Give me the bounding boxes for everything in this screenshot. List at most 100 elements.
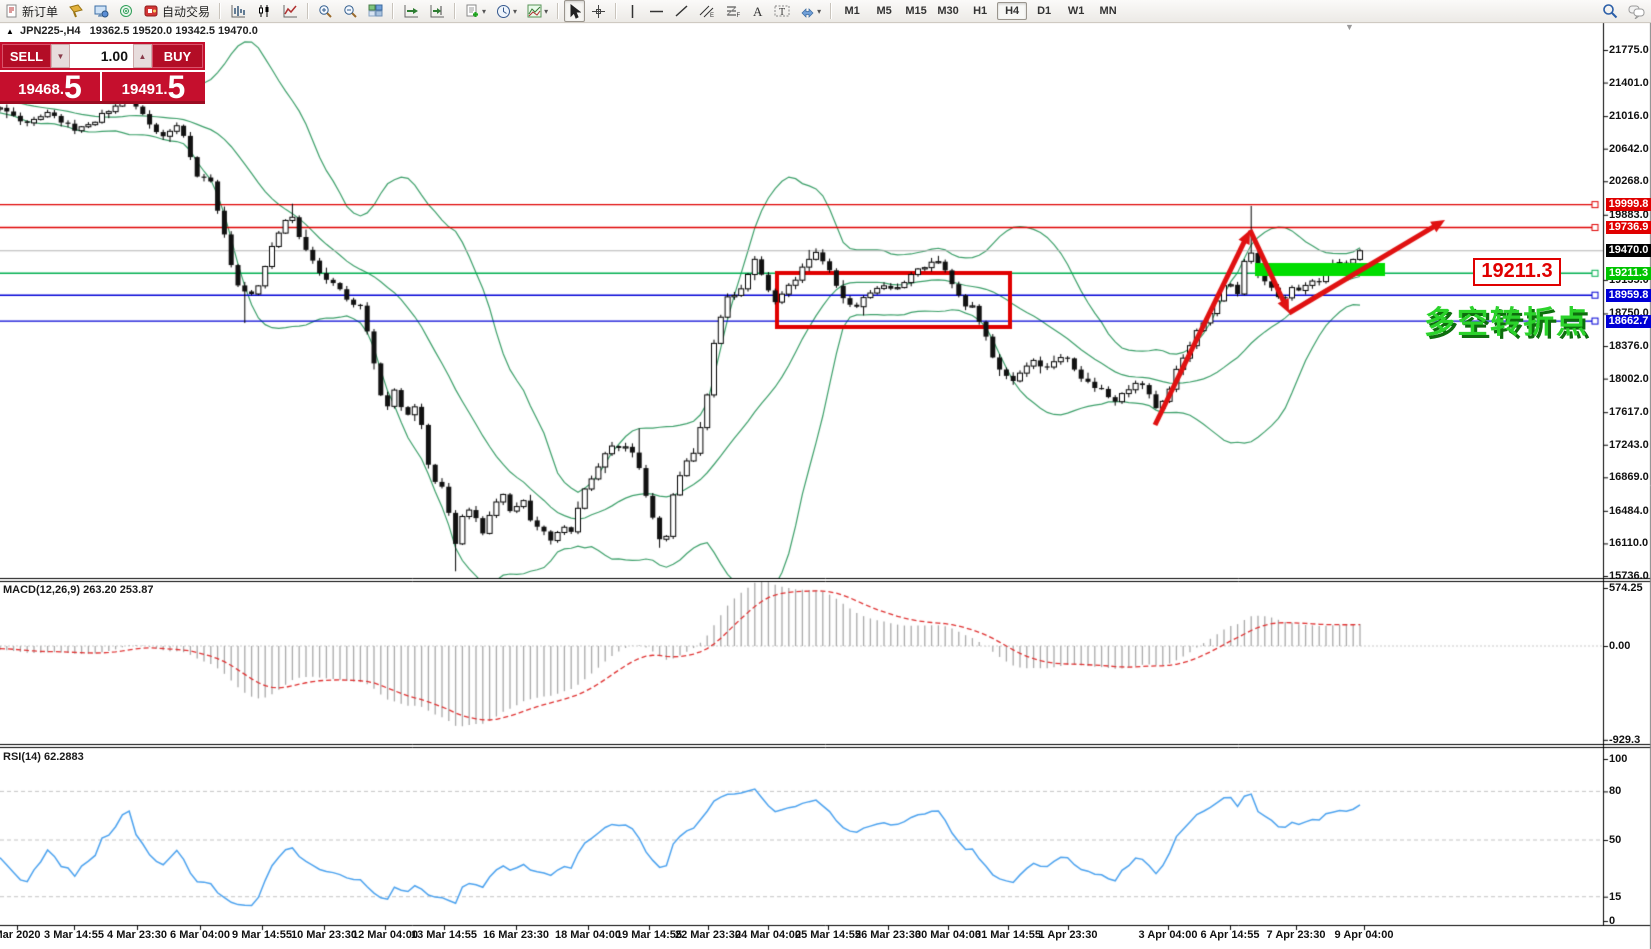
zoom-in-icon[interactable]: [314, 0, 337, 22]
rsi-scale-label: 0: [1609, 915, 1616, 927]
chat-icon[interactable]: [1624, 0, 1650, 22]
periods-button[interactable]: ▾: [492, 0, 521, 22]
price-callout-19211[interactable]: 19211.3: [1473, 258, 1561, 286]
sell-price-main: 19468.: [18, 81, 65, 98]
price-tick-label: 21775.0: [1609, 44, 1649, 56]
autotrade-button[interactable]: 自动交易: [140, 0, 214, 22]
price-tick-label: 18002.0: [1609, 372, 1649, 385]
svg-text:A: A: [753, 4, 763, 18]
trendline-tool[interactable]: [670, 0, 693, 22]
timeframe-m15[interactable]: M15: [905, 5, 927, 17]
funnel-icon[interactable]: [64, 0, 88, 22]
timeframe-h1[interactable]: H1: [973, 5, 988, 17]
buy-price[interactable]: 19491. 5: [102, 71, 205, 103]
time-tick-label: 26 Mar 23:30: [854, 929, 922, 941]
svg-text:F: F: [737, 13, 741, 18]
line-chart-icon[interactable]: [278, 0, 302, 22]
new-order-button[interactable]: 新订单: [1, 0, 62, 22]
toolbar-separator: [557, 3, 560, 19]
price-tick-label: 16110.0: [1609, 537, 1649, 550]
symbol-label: JPN225-,H4: [19, 25, 81, 37]
price-badge-19999.8: 19999.8: [1606, 198, 1651, 212]
macd-scale-label: -929.3: [1609, 733, 1641, 746]
time-tick-label: 9 Apr 04:00: [1334, 929, 1394, 941]
chart-shift-icon[interactable]: [425, 0, 449, 22]
timeframe-mn[interactable]: MN: [1099, 5, 1117, 17]
bar-chart-icon[interactable]: [226, 0, 250, 22]
sell-price-big-digit: 5: [64, 69, 82, 105]
chevron-down-icon[interactable]: ▼: [1345, 22, 1354, 32]
fibonacci-tool[interactable]: F: [721, 0, 745, 22]
toolbar-separator: [392, 3, 395, 19]
volume-decrease-button[interactable]: ▼: [51, 44, 70, 68]
annotation-text-cn[interactable]: 多空转折点: [1424, 305, 1589, 341]
volume-field[interactable]: 1.00: [70, 44, 133, 68]
rsi-label: RSI(14) 62.2883: [3, 751, 84, 763]
price-tick-label: 16869.0: [1609, 471, 1649, 484]
svg-text:E: E: [710, 13, 714, 18]
rsi-scale-label: 15: [1609, 890, 1622, 903]
collapse-panel-icon[interactable]: ▲: [6, 27, 14, 36]
timeframe-h4[interactable]: H4: [997, 2, 1028, 20]
equidistant-channel-tool[interactable]: E: [695, 0, 719, 22]
zoom-out-icon[interactable]: [339, 0, 362, 22]
price-badge-18959.8: 18959.8: [1606, 288, 1651, 302]
timeframe-m5[interactable]: M5: [876, 5, 892, 17]
sell-price[interactable]: 19468. 5: [0, 69, 100, 105]
macd-scale-label: 0.00: [1609, 640, 1631, 652]
toolbar-separator: [615, 3, 618, 19]
timeframe-d1[interactable]: D1: [1037, 5, 1052, 17]
price-tick-label: 17617.0: [1609, 406, 1649, 419]
templates-button[interactable]: ▾: [523, 0, 552, 22]
timeframe-m30[interactable]: M30: [937, 5, 959, 17]
time-tick-label: 10 Mar 23:30: [290, 929, 358, 941]
buy-price-main: 19491.: [121, 81, 168, 98]
price-badge-19470.0: 19470.0: [1606, 244, 1651, 258]
cursor-tool[interactable]: [564, 0, 586, 22]
toolbar-separator: [454, 3, 457, 19]
svg-text:T: T: [779, 7, 785, 18]
timeframe-w1[interactable]: W1: [1067, 5, 1085, 17]
chart-ohlc-header: ▲ JPN225-,H4 19362.5 19520.0 19342.5 194…: [6, 25, 258, 37]
time-tick-label: 9 Mar 14:55: [232, 929, 292, 941]
price-tick-label: 19883.0: [1609, 208, 1649, 221]
auto-scroll-icon[interactable]: [399, 0, 423, 22]
market-watch-icon[interactable]: [90, 0, 113, 22]
text-tool[interactable]: A: [747, 0, 768, 22]
timeframe-m1[interactable]: M1: [844, 5, 860, 17]
time-tick-label: 1 Apr 23:30: [1038, 929, 1098, 941]
price-badge-19736.9: 19736.9: [1606, 221, 1651, 235]
time-tick-label: 6 Mar 04:00: [170, 929, 230, 941]
price-tick-label: 16484.0: [1609, 504, 1649, 517]
price-tick-label: 21401.0: [1609, 76, 1649, 89]
time-tick-label: 3 Mar 14:55: [44, 929, 104, 941]
horizontal-line-tool[interactable]: [645, 0, 668, 22]
price-badge-19211.3: 19211.3: [1606, 266, 1651, 280]
sell-button[interactable]: SELL: [2, 44, 51, 68]
shapes-tool[interactable]: ▾: [796, 0, 825, 22]
text-label-tool[interactable]: T: [770, 0, 794, 22]
time-tick-label: 3 Apr 04:00: [1138, 929, 1198, 941]
crosshair-tool[interactable]: [587, 0, 610, 22]
price-tick-label: 17243.0: [1609, 438, 1649, 451]
macd-scale-label: 574.25: [1609, 582, 1643, 594]
indicators-button[interactable]: ▾: [461, 0, 490, 22]
time-tick-label: 25 Mar 14:55: [794, 929, 862, 941]
navigator-icon[interactable]: [115, 0, 138, 22]
candlestick-chart-icon[interactable]: [252, 0, 276, 22]
search-icon[interactable]: [1598, 0, 1622, 22]
time-tick-label: 19 Mar 14:55: [615, 929, 683, 941]
time-tick-label: 24 Mar 04:00: [734, 929, 802, 941]
buy-button[interactable]: BUY: [152, 44, 203, 68]
vertical-line-tool[interactable]: [622, 0, 643, 22]
price-badge-18662.7: 18662.7: [1606, 314, 1651, 328]
macd-label: MACD(12,26,9) 263.20 253.87: [3, 584, 154, 596]
one-click-trade-panel: SELL ▼ 1.00 ▲ BUY 19468. 5 19491. 5: [0, 42, 205, 104]
tile-windows-icon[interactable]: [364, 0, 387, 22]
volume-increase-button[interactable]: ▲: [133, 44, 152, 68]
time-tick-label: 4 Mar 23:30: [107, 929, 167, 941]
time-tick-label: 12 Mar 04:00: [351, 929, 419, 941]
